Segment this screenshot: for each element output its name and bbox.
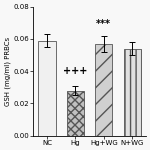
Bar <box>38 40 56 136</box>
Bar <box>95 44 112 136</box>
Bar <box>67 90 84 136</box>
Bar <box>124 49 141 136</box>
Y-axis label: GSH (mg/ml) PRBCs: GSH (mg/ml) PRBCs <box>4 37 11 106</box>
Text: ***: *** <box>96 19 111 29</box>
Text: +++: +++ <box>63 66 88 76</box>
